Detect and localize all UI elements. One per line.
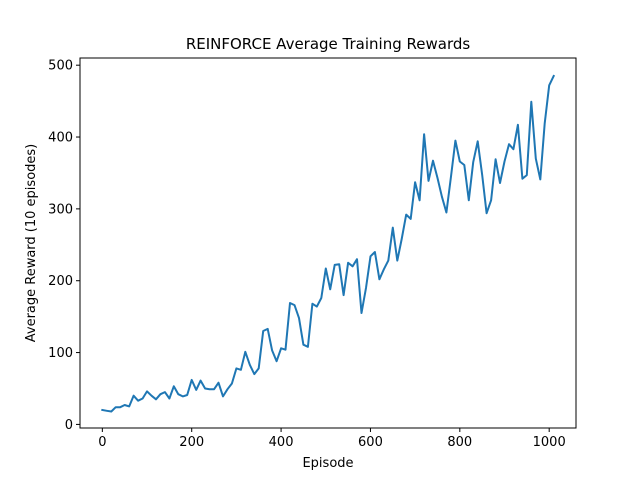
x-tick-label: 200	[179, 435, 204, 450]
x-tick-label: 800	[447, 435, 472, 450]
chart-title: REINFORCE Average Training Rewards	[186, 35, 471, 53]
y-tick-label: 100	[48, 346, 73, 361]
x-tick-label: 600	[358, 435, 383, 450]
axes-frame	[79, 57, 577, 429]
axis-ticks: 0 200 400 600 800 1000 0 100 200 300 400 500	[48, 59, 566, 450]
y-tick-label: 500	[48, 59, 73, 74]
x-tick-label: 1000	[533, 435, 566, 450]
y-tick-label: 400	[48, 131, 73, 146]
x-tick-label: 0	[98, 435, 106, 450]
y-tick-label: 0	[65, 418, 73, 433]
y-tick-label: 200	[48, 274, 73, 289]
x-axis-label: Episode	[302, 456, 353, 471]
y-axis-label: Average Reward (10 episodes)	[24, 144, 39, 343]
plot-area	[101, 74, 556, 413]
x-tick-label: 400	[269, 435, 294, 450]
series-line-0	[101, 74, 556, 413]
y-tick-label: 300	[48, 202, 73, 217]
